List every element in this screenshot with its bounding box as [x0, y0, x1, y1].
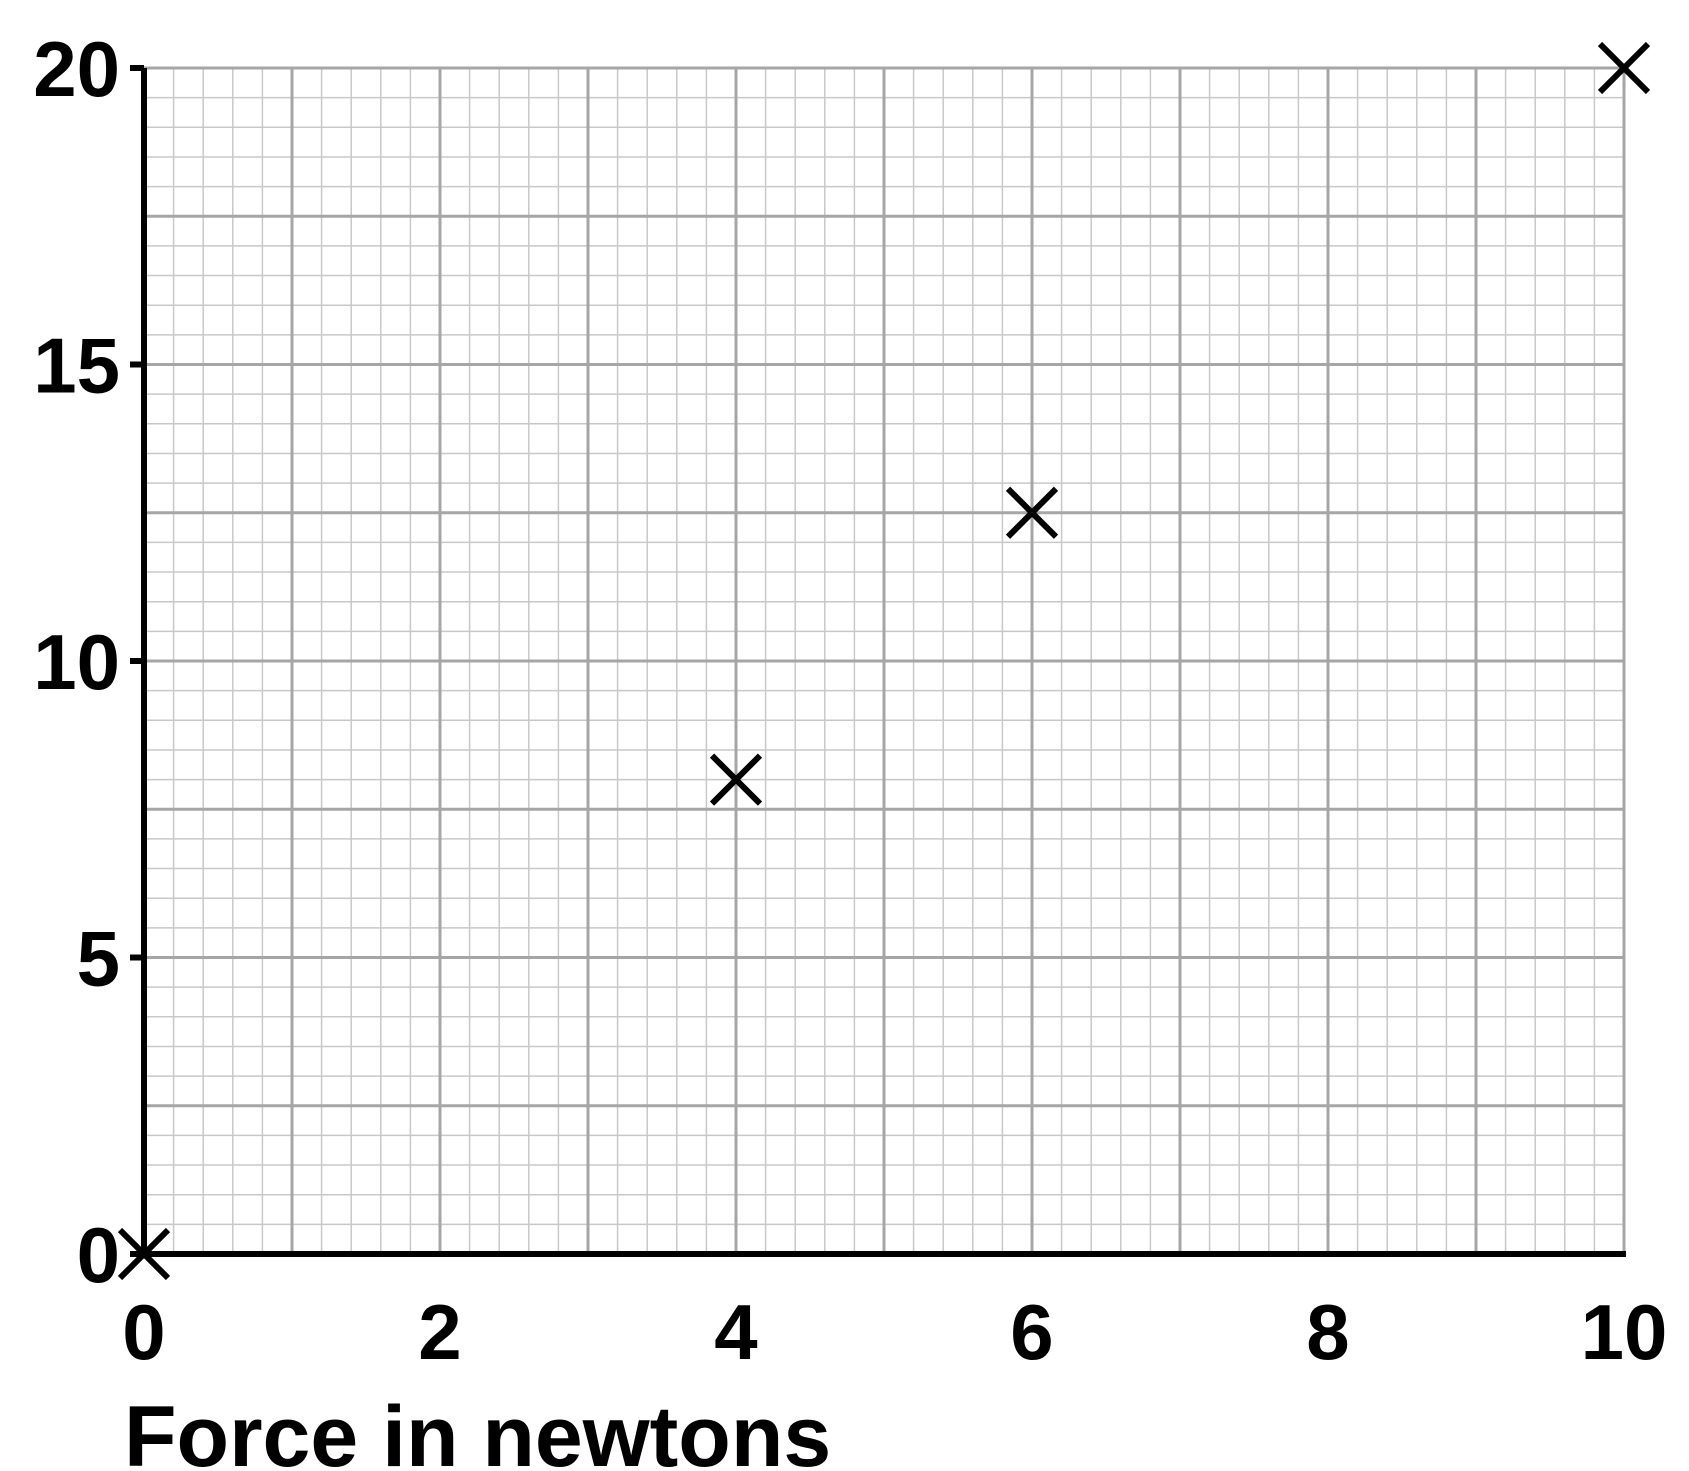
data-point-marker	[117, 1227, 171, 1281]
data-point-stroke	[709, 753, 763, 806]
data-point-marker	[709, 753, 763, 806]
data-point-marker	[1005, 486, 1059, 539]
data-point-marker	[1597, 41, 1651, 95]
y-tick-label: 10	[33, 618, 120, 706]
x-tick-label: 2	[418, 1288, 461, 1376]
x-tick-label: 10	[1581, 1288, 1668, 1376]
x-tick-label: 4	[714, 1288, 757, 1376]
x-tick-labels: 0 2 4 6 8 10	[122, 1288, 1667, 1376]
x-tick-label: 6	[1010, 1288, 1053, 1376]
x-axis-title: Force in newtons	[124, 1389, 831, 1471]
x-tick-label: 8	[1306, 1288, 1349, 1376]
data-point-stroke	[117, 1227, 171, 1281]
y-tick-label: 20	[33, 25, 120, 113]
y-tick-label: 15	[33, 322, 120, 410]
x-tick-label: 0	[122, 1288, 165, 1376]
y-tick-label: 0	[77, 1211, 120, 1299]
data-points	[117, 41, 1651, 1281]
data-point-stroke	[1597, 41, 1651, 95]
data-point-stroke	[1005, 486, 1059, 539]
y-tick-label: 5	[77, 915, 120, 1003]
y-tick-labels: 0 5 10 15 20	[33, 25, 120, 1299]
